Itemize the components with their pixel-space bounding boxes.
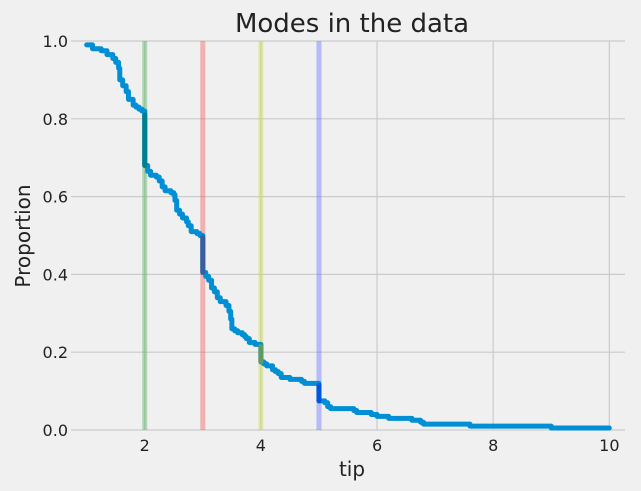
x-tick-label: 6: [372, 436, 382, 455]
x-tick-label: 4: [256, 436, 266, 455]
x-axis-label: tip: [339, 457, 365, 481]
series-line: [84, 42, 612, 431]
y-tick-label: 1.0: [43, 32, 68, 51]
mode-lines: [142, 41, 322, 430]
y-axis-label: Proportion: [11, 184, 35, 287]
series-layer: [84, 42, 612, 431]
x-axis-ticks: 2 4 6 8 10: [140, 436, 620, 455]
x-tick-label: 10: [599, 436, 619, 455]
grid: [71, 40, 625, 431]
y-tick-label: 0.4: [43, 265, 68, 284]
y-tick-label: 0.0: [43, 421, 68, 440]
y-tick-label: 0.2: [43, 343, 68, 362]
y-tick-label: 0.6: [43, 188, 68, 207]
x-tick-label: 8: [488, 436, 498, 455]
y-axis-ticks: 0.0 0.2 0.4 0.6 0.8 1.0: [43, 32, 68, 440]
x-tick-label: 2: [140, 436, 150, 455]
chart-title: Modes in the data: [235, 9, 469, 39]
y-tick-label: 0.8: [43, 110, 68, 129]
